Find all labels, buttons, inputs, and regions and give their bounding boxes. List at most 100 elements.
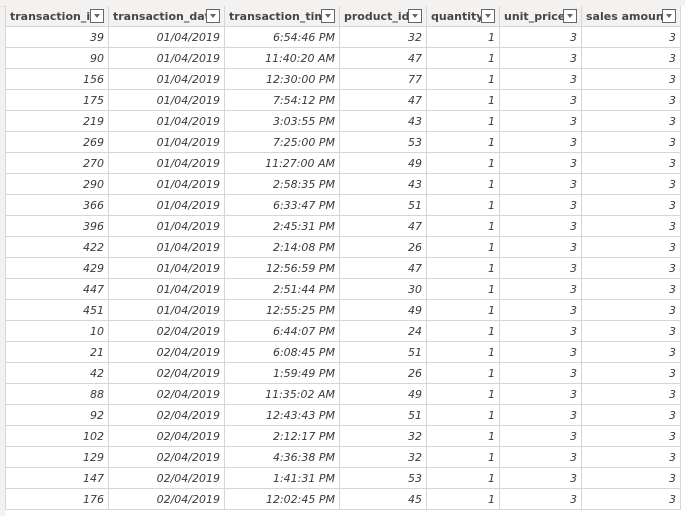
cell-quantity[interactable]: 1	[426, 488, 500, 510]
cell-quantity[interactable]: 1	[426, 404, 500, 426]
cell-sales-amount[interactable]: 3	[581, 89, 681, 111]
cell-transaction-date[interactable]: 01/04/2019	[108, 278, 225, 300]
cell-unit-price[interactable]: 3	[499, 68, 582, 90]
cell-sales-amount[interactable]: 3	[581, 194, 681, 216]
cell-product-id[interactable]: 47	[339, 47, 427, 69]
cell-sales-amount[interactable]: 3	[581, 278, 681, 300]
cell-quantity[interactable]: 1	[426, 236, 500, 258]
cell-unit-price[interactable]: 3	[499, 404, 582, 426]
cell-transaction-date[interactable]: 02/04/2019	[108, 404, 225, 426]
cell-product-id[interactable]: 47	[339, 257, 427, 279]
cell-unit-price[interactable]: 3	[499, 488, 582, 510]
cell-sales-amount[interactable]: 3	[581, 341, 681, 363]
cell-unit-price[interactable]: 3	[499, 299, 582, 321]
cell-transaction-time[interactable]: 4:36:38 PM	[224, 446, 340, 468]
cell-transaction-id[interactable]: 156	[5, 68, 109, 90]
cell-sales-amount[interactable]: 3	[581, 257, 681, 279]
cell-sales-amount[interactable]: 3	[581, 68, 681, 90]
cell-transaction-date[interactable]: 01/04/2019	[108, 236, 225, 258]
cell-transaction-id[interactable]: 219	[5, 110, 109, 132]
cell-sales-amount[interactable]: 3	[581, 488, 681, 510]
cell-quantity[interactable]: 1	[426, 131, 500, 153]
cell-product-id[interactable]: 47	[339, 89, 427, 111]
cell-transaction-id[interactable]: 451	[5, 299, 109, 321]
cell-transaction-time[interactable]: 2:45:31 PM	[224, 215, 340, 237]
cell-transaction-time[interactable]: 6:08:45 PM	[224, 341, 340, 363]
cell-product-id[interactable]: 77	[339, 68, 427, 90]
cell-quantity[interactable]: 1	[426, 152, 500, 174]
cell-transaction-id[interactable]: 92	[5, 404, 109, 426]
column-header-product-id[interactable]: product_id	[339, 6, 427, 27]
cell-transaction-id[interactable]: 90	[5, 47, 109, 69]
cell-unit-price[interactable]: 3	[499, 362, 582, 384]
cell-quantity[interactable]: 1	[426, 26, 500, 48]
cell-transaction-id[interactable]: 290	[5, 173, 109, 195]
cell-transaction-time[interactable]: 2:12:17 PM	[224, 425, 340, 447]
cell-unit-price[interactable]: 3	[499, 257, 582, 279]
cell-quantity[interactable]: 1	[426, 194, 500, 216]
cell-product-id[interactable]: 53	[339, 131, 427, 153]
cell-transaction-date[interactable]: 02/04/2019	[108, 341, 225, 363]
cell-sales-amount[interactable]: 3	[581, 320, 681, 342]
cell-sales-amount[interactable]: 3	[581, 425, 681, 447]
cell-transaction-id[interactable]: 88	[5, 383, 109, 405]
cell-transaction-date[interactable]: 02/04/2019	[108, 488, 225, 510]
cell-unit-price[interactable]: 3	[499, 236, 582, 258]
cell-sales-amount[interactable]: 3	[581, 131, 681, 153]
cell-transaction-time[interactable]: 6:44:07 PM	[224, 320, 340, 342]
cell-product-id[interactable]: 47	[339, 215, 427, 237]
cell-quantity[interactable]: 1	[426, 257, 500, 279]
cell-product-id[interactable]: 43	[339, 173, 427, 195]
cell-sales-amount[interactable]: 3	[581, 236, 681, 258]
cell-product-id[interactable]: 30	[339, 278, 427, 300]
cell-product-id[interactable]: 32	[339, 425, 427, 447]
filter-dropdown-icon[interactable]	[408, 9, 422, 23]
cell-transaction-id[interactable]: 176	[5, 488, 109, 510]
cell-sales-amount[interactable]: 3	[581, 47, 681, 69]
cell-transaction-id[interactable]: 422	[5, 236, 109, 258]
filter-dropdown-icon[interactable]	[662, 9, 676, 23]
cell-transaction-id[interactable]: 270	[5, 152, 109, 174]
cell-sales-amount[interactable]: 3	[581, 383, 681, 405]
cell-quantity[interactable]: 1	[426, 341, 500, 363]
cell-sales-amount[interactable]: 3	[581, 404, 681, 426]
cell-product-id[interactable]: 24	[339, 320, 427, 342]
cell-transaction-time[interactable]: 2:14:08 PM	[224, 236, 340, 258]
cell-transaction-date[interactable]: 01/04/2019	[108, 68, 225, 90]
cell-product-id[interactable]: 49	[339, 299, 427, 321]
cell-product-id[interactable]: 45	[339, 488, 427, 510]
cell-transaction-id[interactable]: 10	[5, 320, 109, 342]
cell-transaction-date[interactable]: 01/04/2019	[108, 173, 225, 195]
cell-quantity[interactable]: 1	[426, 446, 500, 468]
cell-transaction-id[interactable]: 429	[5, 257, 109, 279]
cell-transaction-id[interactable]: 366	[5, 194, 109, 216]
cell-product-id[interactable]: 51	[339, 341, 427, 363]
cell-sales-amount[interactable]: 3	[581, 215, 681, 237]
cell-transaction-id[interactable]: 39	[5, 26, 109, 48]
filter-dropdown-icon[interactable]	[321, 9, 335, 23]
cell-transaction-time[interactable]: 2:58:35 PM	[224, 173, 340, 195]
cell-unit-price[interactable]: 3	[499, 152, 582, 174]
filter-dropdown-icon[interactable]	[90, 9, 104, 23]
cell-quantity[interactable]: 1	[426, 362, 500, 384]
cell-transaction-time[interactable]: 6:33:47 PM	[224, 194, 340, 216]
cell-quantity[interactable]: 1	[426, 215, 500, 237]
cell-unit-price[interactable]: 3	[499, 131, 582, 153]
cell-transaction-date[interactable]: 02/04/2019	[108, 320, 225, 342]
cell-transaction-date[interactable]: 01/04/2019	[108, 110, 225, 132]
cell-quantity[interactable]: 1	[426, 110, 500, 132]
cell-unit-price[interactable]: 3	[499, 446, 582, 468]
cell-quantity[interactable]: 1	[426, 47, 500, 69]
cell-product-id[interactable]: 43	[339, 110, 427, 132]
cell-unit-price[interactable]: 3	[499, 89, 582, 111]
cell-quantity[interactable]: 1	[426, 383, 500, 405]
cell-quantity[interactable]: 1	[426, 320, 500, 342]
cell-transaction-id[interactable]: 102	[5, 425, 109, 447]
column-header-sales-amount[interactable]: sales amount	[581, 6, 681, 27]
cell-transaction-id[interactable]: 21	[5, 341, 109, 363]
cell-product-id[interactable]: 32	[339, 446, 427, 468]
cell-unit-price[interactable]: 3	[499, 467, 582, 489]
cell-sales-amount[interactable]: 3	[581, 173, 681, 195]
cell-sales-amount[interactable]: 3	[581, 299, 681, 321]
cell-transaction-id[interactable]: 175	[5, 89, 109, 111]
